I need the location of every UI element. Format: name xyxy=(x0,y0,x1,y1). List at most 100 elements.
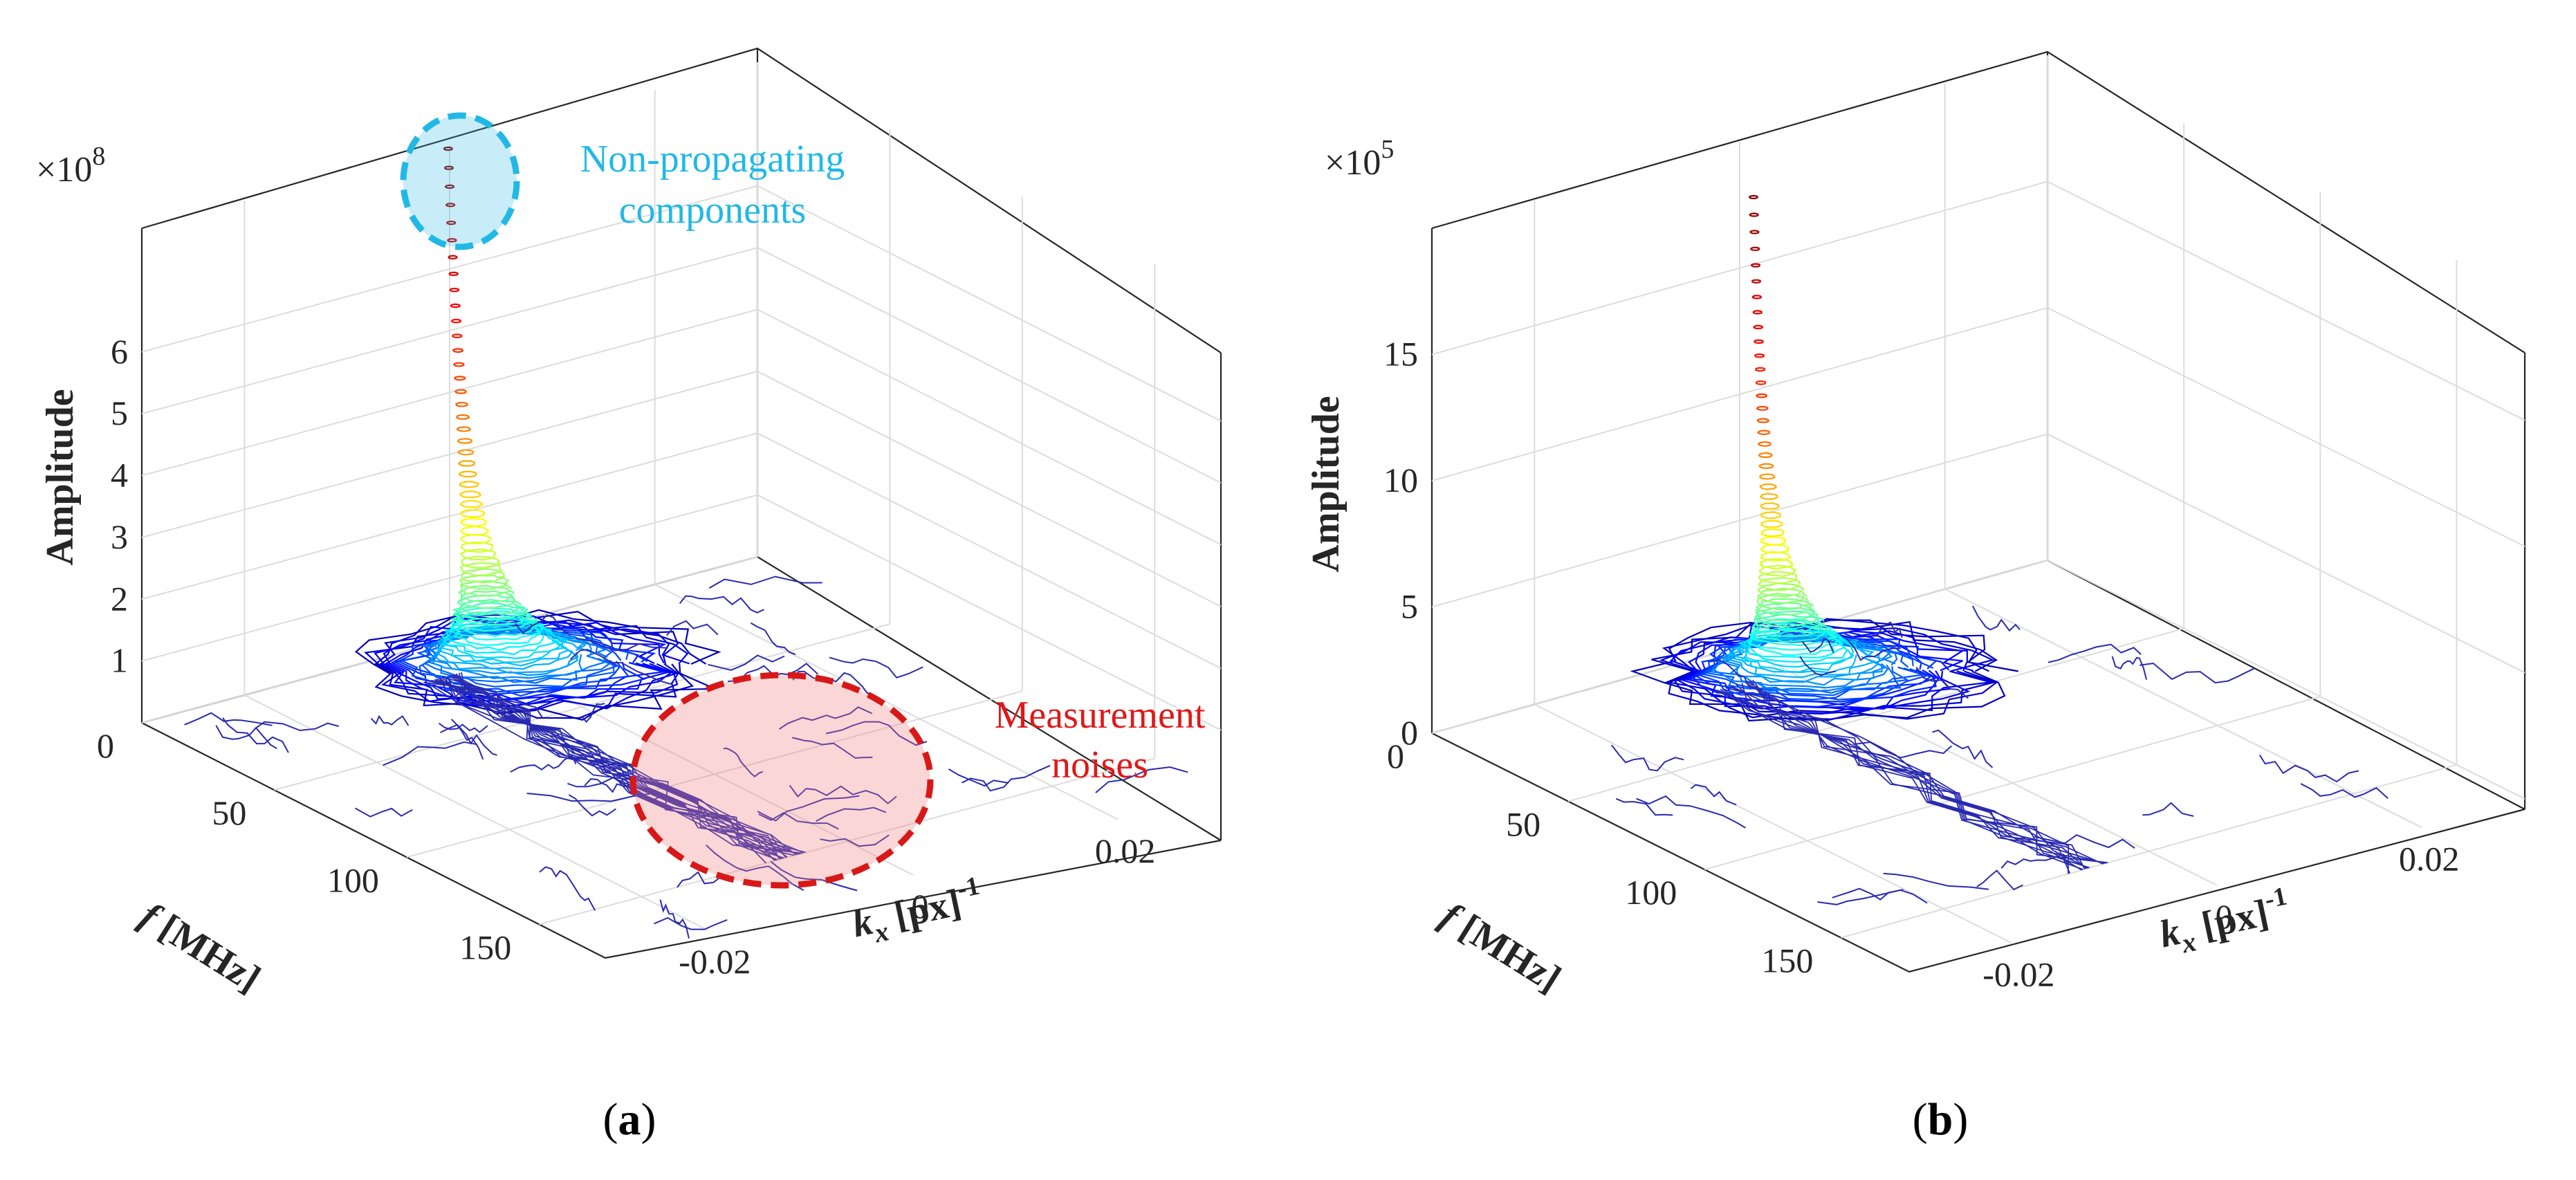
noise-contour xyxy=(2258,754,2359,783)
noise-contour xyxy=(962,764,1051,792)
surface-contour xyxy=(459,562,504,576)
surface-contour xyxy=(457,449,475,456)
noise-contour xyxy=(1972,605,2021,632)
z-gridline xyxy=(141,308,1222,546)
surface-contour xyxy=(459,580,513,597)
noise-contour xyxy=(222,717,289,753)
noise-contour xyxy=(948,768,1009,787)
noise-contour xyxy=(370,715,410,726)
noise-contour xyxy=(679,595,764,614)
noise-contour xyxy=(829,656,923,679)
surface-contour xyxy=(450,610,538,637)
f-gridline-floor xyxy=(1704,696,2321,871)
surface-contour xyxy=(452,598,527,622)
panel-a-y-ticks: -0.02 0 0.02 xyxy=(679,831,1155,981)
k-gridline-floor xyxy=(1944,588,2423,829)
z-tick-label: 15 xyxy=(1383,335,1418,374)
panel-a-surface xyxy=(184,146,1188,939)
panel-a-grid xyxy=(141,62,1222,931)
x-tick-label: 100 xyxy=(327,860,379,899)
y-tick-label: -0.02 xyxy=(679,942,751,981)
z-tick-label: 0 xyxy=(1401,713,1418,752)
panel-a-nonprop-circle xyxy=(400,112,520,250)
surface-contour xyxy=(1760,511,1782,519)
z-tick-label: 5 xyxy=(111,394,128,432)
panel-a-nonprop-label-line1: Non-propagating xyxy=(580,138,845,181)
x-tick-label: 50 xyxy=(1506,805,1540,844)
surface-contour xyxy=(439,625,569,663)
noise-contour xyxy=(1883,872,1989,890)
panel-b-floor-back xyxy=(1431,559,2526,810)
noise-contour xyxy=(1690,784,1737,806)
noise-contour xyxy=(2300,783,2389,799)
surface-contour xyxy=(447,238,457,243)
panel-a-nonprop-label-line2: components xyxy=(619,189,807,232)
surface-contour xyxy=(457,438,473,444)
surface-contour xyxy=(460,526,489,536)
surface-contour xyxy=(461,555,501,569)
surface-contour xyxy=(390,625,664,705)
surface-contour xyxy=(1760,528,1785,537)
surface-contour xyxy=(1755,367,1766,372)
z-tick-label: 4 xyxy=(111,456,128,495)
surface-contour xyxy=(1758,441,1772,447)
noise-contour xyxy=(568,794,616,817)
panel-b-x-label: f [MHz] xyxy=(1433,894,1568,1001)
noise-contour xyxy=(750,622,796,656)
z-gridline xyxy=(141,370,1222,607)
surface-contour xyxy=(459,481,479,488)
surface-contour xyxy=(444,184,455,190)
surface-contour xyxy=(1759,551,1792,562)
noise-contour xyxy=(791,737,873,759)
ridge-contour xyxy=(1722,688,2071,874)
z-gridline xyxy=(141,432,1222,670)
surface-contour xyxy=(1759,544,1790,554)
noise-contour xyxy=(526,792,654,802)
noise-contour xyxy=(2048,643,2142,663)
surface-contour xyxy=(1754,607,1819,627)
surface-contour xyxy=(1722,636,1884,686)
surface-contour xyxy=(458,470,478,478)
x-tick-label: 0 xyxy=(97,726,114,765)
k-gridline-floor xyxy=(1534,703,2012,944)
surface-contour xyxy=(457,594,522,616)
surface-contour xyxy=(444,618,553,652)
panel-b-z-ticks: 0 5 10 15 xyxy=(1383,335,1418,753)
surface-contour xyxy=(451,333,463,338)
ridge-contour xyxy=(455,673,802,854)
surface-contour xyxy=(452,602,531,626)
surface-contour xyxy=(461,568,506,584)
panel-b-x-ticks: 0 50 100 150 xyxy=(1387,737,1813,980)
noise-contour xyxy=(757,795,860,822)
f-gridline-floor xyxy=(539,757,1155,925)
z-tick-label: 5 xyxy=(1401,587,1418,626)
x-tick-label: 50 xyxy=(212,793,246,832)
z-tick-label: 6 xyxy=(111,332,128,371)
f-gridline-floor xyxy=(406,690,1023,858)
surface-contour xyxy=(1692,634,1937,708)
noise-contour xyxy=(1095,766,1188,793)
ridge-contour xyxy=(452,674,788,858)
surface-contour xyxy=(443,165,454,170)
surface-contour xyxy=(1755,380,1767,385)
noise-contour xyxy=(825,721,928,746)
surface-contour xyxy=(445,220,457,225)
noise-contour xyxy=(2034,833,2135,849)
surface-contour xyxy=(1756,598,1815,616)
surface-contour xyxy=(1760,502,1780,510)
surface-contour xyxy=(459,574,510,590)
surface-contour xyxy=(1758,473,1776,480)
noise-contour xyxy=(2142,802,2194,817)
surface-contour xyxy=(1751,618,1831,643)
z-gridline xyxy=(141,247,1222,484)
surface-contour xyxy=(1758,463,1774,470)
ridge-contour xyxy=(441,676,786,858)
panel-a-exponent: ×108 xyxy=(36,142,105,190)
surface-contour xyxy=(1759,536,1787,546)
panel-b-surface xyxy=(1610,194,2389,905)
ridge-contour xyxy=(1752,679,2070,874)
ridge-contour xyxy=(450,674,782,860)
panel-b-back-top xyxy=(1431,50,2526,353)
surface-contour xyxy=(460,533,493,545)
